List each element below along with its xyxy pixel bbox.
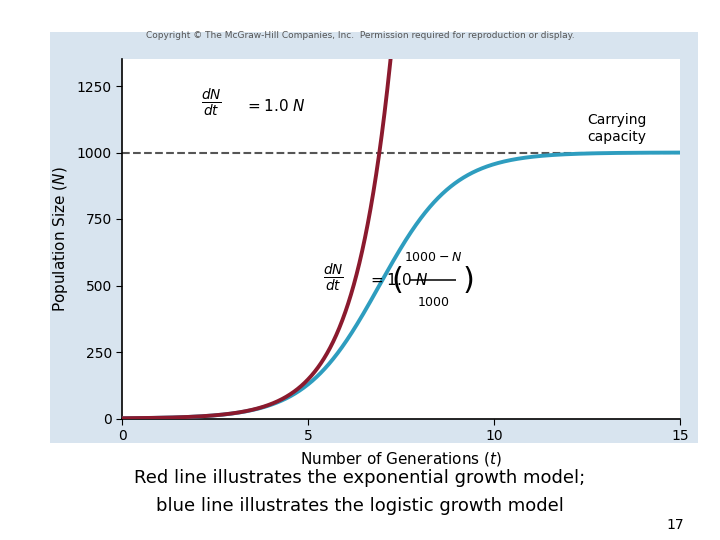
- Text: $1000 - N$: $1000 - N$: [404, 251, 462, 264]
- Text: Copyright © The McGraw-Hill Companies, Inc.  Permission required for reproductio: Copyright © The McGraw-Hill Companies, I…: [145, 31, 575, 39]
- Text: 17: 17: [667, 518, 684, 532]
- Text: Red line illustrates the exponential growth model;: Red line illustrates the exponential gro…: [135, 469, 585, 487]
- Text: $= 1.0\ N$: $= 1.0\ N$: [245, 98, 306, 114]
- Text: $1000$: $1000$: [417, 296, 449, 309]
- Text: Carrying
capacity: Carrying capacity: [588, 113, 647, 144]
- X-axis label: Number of Generations ($\it{t}$): Number of Generations ($\it{t}$): [300, 450, 503, 468]
- Text: $\frac{dN}{dt}$: $\frac{dN}{dt}$: [201, 87, 221, 119]
- Text: (: (: [392, 266, 403, 295]
- Text: $\frac{dN}{dt}$: $\frac{dN}{dt}$: [323, 261, 344, 294]
- Y-axis label: Population Size ($\it{N}$): Population Size ($\it{N}$): [51, 166, 70, 312]
- Text: ): ): [463, 266, 474, 295]
- Text: $= 1.0\ N$: $= 1.0\ N$: [368, 272, 429, 288]
- Text: blue line illustrates the logistic growth model: blue line illustrates the logistic growt…: [156, 497, 564, 515]
